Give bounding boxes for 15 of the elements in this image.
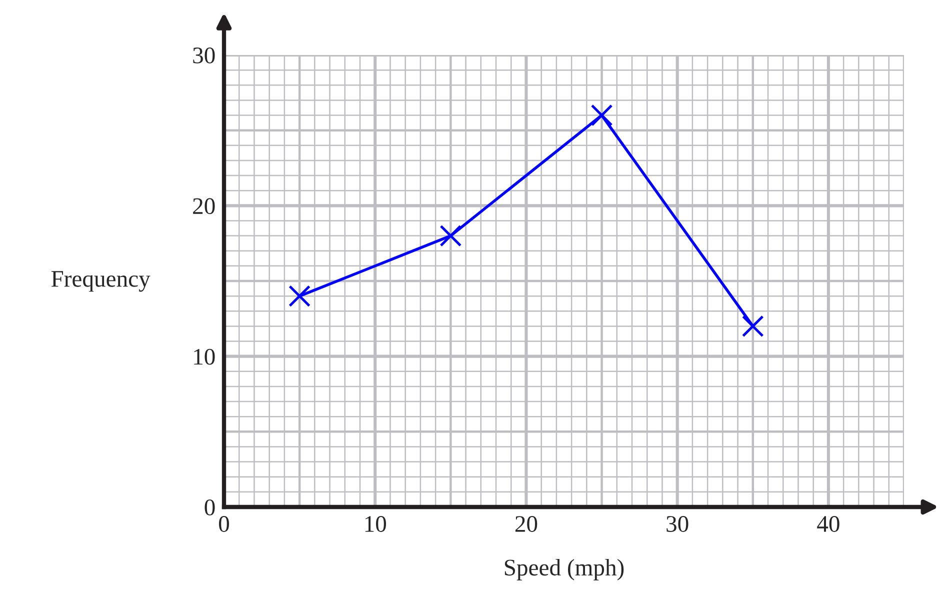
y-tick-label: 20	[193, 198, 215, 214]
x-tick-label: 30	[666, 516, 688, 532]
x-tick-label: 40	[817, 516, 840, 532]
x-tick-label: 20	[515, 516, 538, 532]
y-axis-title: Frequency	[51, 271, 150, 292]
point	[440, 224, 462, 247]
y-tick-label: 30	[193, 47, 215, 64]
point	[742, 315, 764, 338]
y-tick-label: 0	[204, 499, 215, 516]
point	[288, 285, 311, 308]
point	[590, 104, 613, 126]
x-tick-label: 0	[218, 516, 230, 532]
x-tick-label: 10	[365, 516, 386, 532]
x-axis-title: Speed (mph)	[504, 558, 624, 580]
y-tick-label: 10	[194, 348, 215, 365]
